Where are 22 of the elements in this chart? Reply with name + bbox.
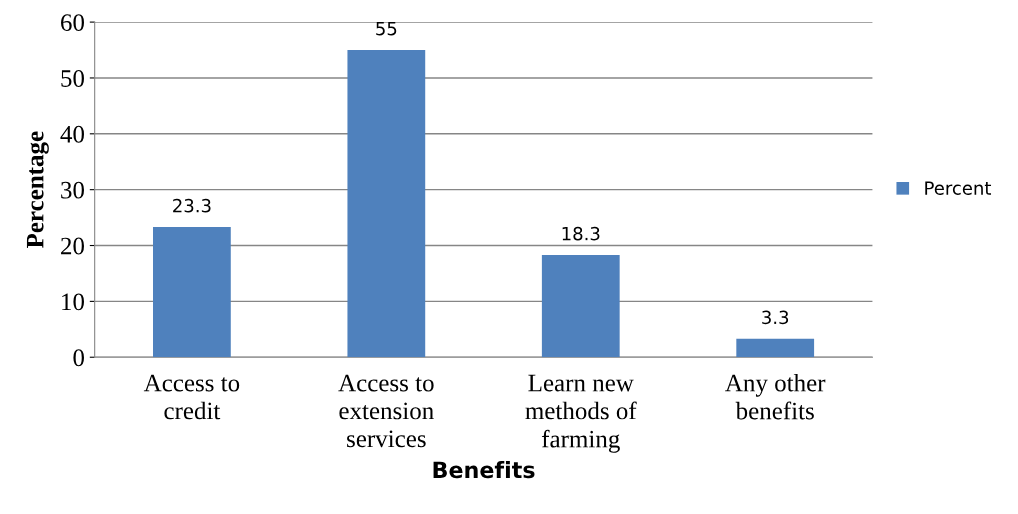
x-tick-label: Any other benefits: [725, 373, 826, 420]
bar: [541, 255, 620, 358]
x-axis-title: Benefits: [433, 461, 535, 479]
bar: [153, 227, 231, 358]
y-tick-label: 0: [73, 349, 84, 367]
data-label: 55: [376, 22, 397, 36]
x-tick-label: Access to credit: [143, 374, 240, 420]
data-label: 18.3: [562, 226, 600, 241]
bar: [347, 50, 426, 358]
data-label: 23.3: [173, 198, 211, 213]
y-tick-label: 30: [61, 181, 84, 199]
data-label: 3.3: [762, 310, 789, 325]
bar: [736, 338, 815, 358]
x-tick-label: Access to extension services: [338, 374, 434, 448]
y-tick-label: 40: [60, 125, 84, 143]
y-tick-label: 10: [62, 293, 84, 311]
y-tick-label: 60: [61, 14, 84, 32]
y-tick-label: 50: [61, 70, 84, 87]
legend-label: Percent: [925, 181, 992, 195]
y-tick-label: 20: [61, 237, 84, 255]
x-tick-label: Learn new methods of farming: [525, 374, 637, 453]
y-axis-title: Percentage: [26, 131, 49, 249]
